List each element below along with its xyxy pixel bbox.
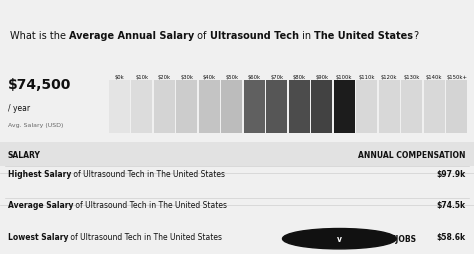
Bar xyxy=(154,81,175,134)
Text: VELVETJOBS: VELVETJOBS xyxy=(365,234,417,243)
Text: $60k: $60k xyxy=(248,74,261,79)
Text: $80k: $80k xyxy=(292,74,306,79)
Text: $100k: $100k xyxy=(336,74,353,79)
Text: $110k: $110k xyxy=(358,74,375,79)
Bar xyxy=(176,81,197,134)
Text: / year: / year xyxy=(8,104,30,113)
Text: Average Salary: Average Salary xyxy=(8,200,73,209)
Bar xyxy=(446,81,467,134)
Text: $150k+: $150k+ xyxy=(446,74,467,79)
Bar xyxy=(424,81,445,134)
Text: $: $ xyxy=(326,158,330,163)
Text: $0k: $0k xyxy=(114,74,124,79)
Text: of Ultrasound Tech in The United States: of Ultrasound Tech in The United States xyxy=(69,232,222,241)
Bar xyxy=(401,81,422,134)
Text: $: $ xyxy=(238,158,242,163)
Circle shape xyxy=(306,157,351,164)
Bar xyxy=(109,81,130,134)
Circle shape xyxy=(283,229,396,249)
Text: of: of xyxy=(194,30,210,41)
Text: The United States: The United States xyxy=(314,30,413,41)
Text: in: in xyxy=(299,30,314,41)
Text: What is the: What is the xyxy=(10,30,69,41)
Text: $90k: $90k xyxy=(315,74,328,79)
Text: $10k: $10k xyxy=(135,74,148,79)
Text: of Ultrasound Tech in The United States: of Ultrasound Tech in The United States xyxy=(73,200,228,209)
Bar xyxy=(221,81,242,134)
Text: $120k: $120k xyxy=(381,74,398,79)
Text: ?: ? xyxy=(413,30,418,41)
Text: $50k: $50k xyxy=(225,74,238,79)
Bar xyxy=(311,81,332,134)
Text: Average Annual Salary: Average Annual Salary xyxy=(69,30,194,41)
Circle shape xyxy=(217,157,263,164)
Bar xyxy=(266,81,287,134)
Bar xyxy=(131,81,152,134)
Bar xyxy=(334,81,355,134)
Text: Avg. Salary (USD): Avg. Salary (USD) xyxy=(8,123,64,128)
Text: $20k: $20k xyxy=(158,74,171,79)
Bar xyxy=(356,81,377,134)
Text: $58.6k: $58.6k xyxy=(437,232,466,241)
Bar xyxy=(199,81,220,134)
Bar xyxy=(244,81,265,134)
Text: Ultrasound Tech: Ultrasound Tech xyxy=(210,30,299,41)
Text: $97.9k: $97.9k xyxy=(437,169,466,178)
Bar xyxy=(0,142,474,167)
Text: $130k: $130k xyxy=(403,74,420,79)
Text: of Ultrasound Tech in The United States: of Ultrasound Tech in The United States xyxy=(72,169,225,178)
Text: $70k: $70k xyxy=(270,74,283,79)
Text: $140k: $140k xyxy=(426,74,443,79)
Text: ANNUAL COMPENSATION: ANNUAL COMPENSATION xyxy=(358,150,466,159)
Text: $40k: $40k xyxy=(203,74,216,79)
Text: $30k: $30k xyxy=(180,74,193,79)
Text: Highest Salary: Highest Salary xyxy=(8,169,72,178)
Text: $74.5k: $74.5k xyxy=(437,200,466,209)
Text: v: v xyxy=(337,234,342,243)
Text: SALARY: SALARY xyxy=(8,150,41,159)
Text: $74,500: $74,500 xyxy=(8,78,72,92)
Text: Lowest Salary: Lowest Salary xyxy=(8,232,69,241)
Bar xyxy=(289,81,310,134)
Bar xyxy=(379,81,400,134)
